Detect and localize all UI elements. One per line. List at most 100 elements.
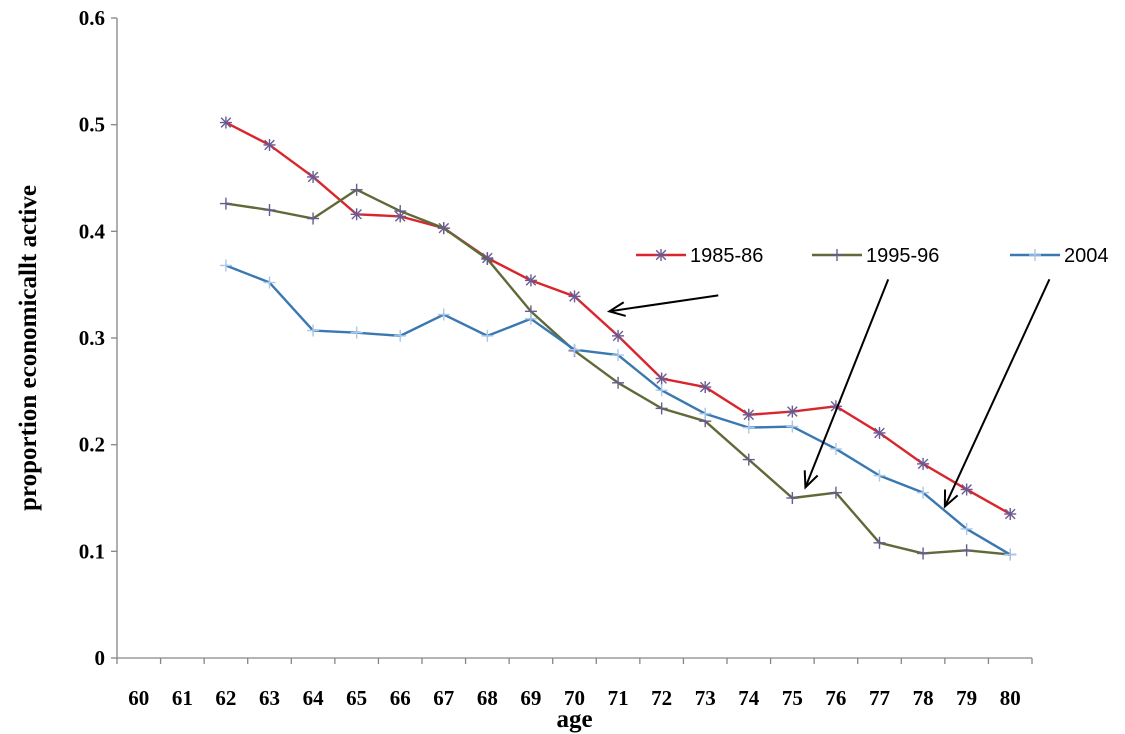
data-point	[219, 259, 232, 272]
x-tick-label: 67	[433, 686, 454, 710]
data-point	[1029, 249, 1041, 261]
data-point	[829, 442, 842, 455]
legend: 1985-86 1995-96 2004	[636, 245, 1109, 267]
y-tick-label: 0	[95, 646, 106, 670]
arrow-shaft	[943, 278, 1051, 507]
data-point	[481, 253, 494, 266]
marker-stroke	[787, 406, 798, 417]
data-point	[394, 205, 407, 218]
marker-stroke	[525, 275, 537, 286]
legend-item-1985-86: 1985-86	[636, 245, 763, 267]
data-point	[873, 536, 886, 549]
legend-label: 1985-86	[690, 245, 763, 267]
data-point	[524, 274, 537, 287]
data-point	[742, 453, 755, 466]
series-line	[225, 121, 1011, 516]
data-point	[481, 329, 494, 342]
x-tick-label: 71	[608, 686, 629, 710]
data-point	[350, 183, 363, 196]
series-1985-86	[219, 116, 1017, 520]
marker-stroke	[961, 484, 972, 495]
data-point	[742, 421, 755, 434]
arrow-head	[606, 301, 626, 317]
legend-label: 2004	[1064, 245, 1109, 267]
legend-item-2004: 2004	[1010, 245, 1109, 267]
data-point	[263, 138, 276, 151]
x-tick-label: 72	[651, 686, 672, 710]
x-axis-title: age	[556, 706, 592, 733]
marker-stroke	[307, 171, 319, 183]
data-point	[612, 376, 625, 389]
data-point	[917, 457, 930, 470]
data-point	[960, 544, 973, 557]
x-tick-label: 69	[520, 686, 541, 710]
data-point	[1004, 548, 1017, 561]
x-tick-label: 74	[738, 686, 760, 710]
arrow-head	[803, 470, 819, 490]
y-tick-label: 0.1	[79, 539, 105, 563]
data-point	[960, 522, 973, 535]
series-1995-96	[219, 183, 1017, 561]
marker-stroke	[264, 139, 275, 151]
data-point	[917, 547, 930, 560]
data-point	[307, 170, 320, 183]
series-line	[225, 264, 1011, 556]
x-tick-label: 75	[782, 686, 803, 710]
arrow-shaft	[804, 278, 890, 488]
x-tick-label: 78	[913, 686, 934, 710]
x-tick-label: 63	[259, 686, 280, 710]
x-tick-label: 77	[869, 686, 890, 710]
annotations	[606, 278, 1051, 509]
legend-item-1995-96: 1995-96	[812, 245, 939, 267]
data-point	[219, 116, 232, 129]
series-2004	[219, 259, 1017, 561]
data-point	[219, 197, 232, 210]
marker-stroke	[917, 458, 929, 470]
data-point	[699, 381, 712, 394]
x-tick-label: 61	[172, 686, 193, 710]
data-point	[350, 326, 363, 339]
marker-stroke	[569, 291, 580, 302]
data-point	[742, 408, 755, 421]
data-point	[786, 405, 799, 418]
data-point	[307, 212, 320, 225]
data-point	[786, 420, 799, 433]
marker-stroke	[220, 117, 232, 128]
data-point	[263, 204, 276, 216]
data-point	[612, 349, 625, 362]
arrow-annotation	[803, 278, 890, 490]
data-point	[437, 222, 450, 235]
x-tick-label: 70	[564, 686, 585, 710]
x-tick-label: 79	[956, 686, 977, 710]
data-point	[307, 324, 320, 337]
data-point	[873, 469, 886, 482]
series-group	[219, 116, 1017, 561]
data-point	[1004, 508, 1017, 520]
data-point	[350, 208, 363, 221]
data-point	[568, 343, 581, 356]
data-point	[655, 402, 668, 415]
data-point	[655, 249, 667, 261]
data-point	[831, 249, 843, 261]
y-tick-label: 0.2	[79, 433, 105, 457]
x-tick-label: 68	[477, 686, 498, 710]
x-tick-label: 60	[128, 686, 149, 710]
y-tick-label: 0.4	[79, 219, 106, 243]
data-point	[612, 329, 625, 342]
data-point	[437, 308, 450, 321]
arrow-annotation	[606, 294, 719, 317]
y-tick-label: 0.6	[79, 6, 105, 30]
data-point	[655, 384, 668, 397]
x-tick-label: 73	[695, 686, 716, 710]
x-tick-label: 66	[390, 686, 411, 710]
data-point	[655, 372, 668, 385]
marker-stroke	[874, 427, 885, 439]
data-point	[829, 486, 842, 499]
data-point	[394, 329, 407, 342]
marker-stroke	[699, 381, 711, 393]
marker-stroke	[656, 373, 667, 384]
y-axis-title: proportion economicallt active	[15, 185, 42, 511]
data-point	[917, 486, 930, 499]
